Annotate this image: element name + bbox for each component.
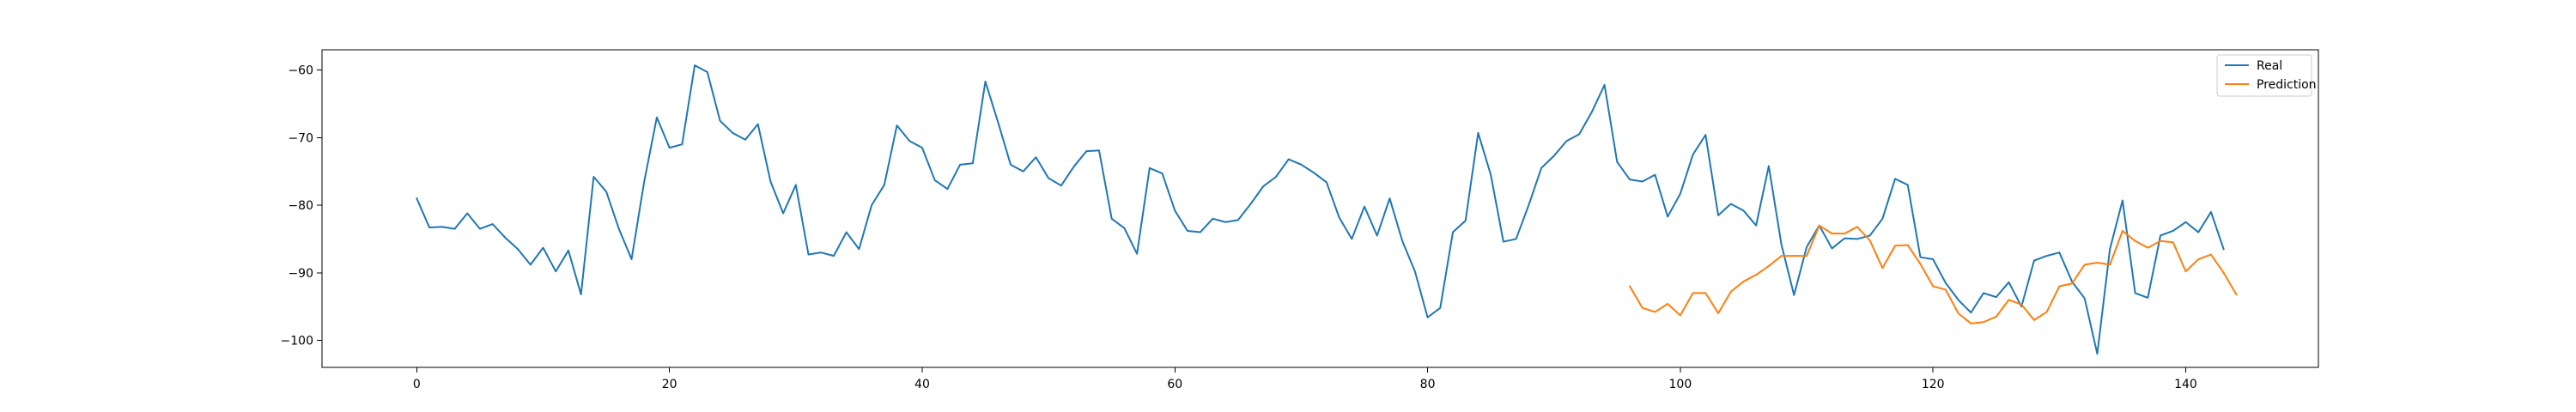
plot-frame <box>321 49 2319 368</box>
y-tick-label: −80 <box>288 199 313 213</box>
y-tick-label: −60 <box>288 64 313 78</box>
x-tick-label: 140 <box>2174 378 2197 391</box>
x-tick-label: 40 <box>914 378 930 391</box>
x-tick-label: 20 <box>662 378 677 391</box>
y-tick-label: −70 <box>288 131 313 145</box>
plot-area: 0 20 40 60 80 100 120 140 −60 −70 −80 −90 −100 <box>281 49 2319 391</box>
series-layer <box>416 64 2238 355</box>
x-axis: 0 20 40 60 80 100 120 140 <box>413 367 2197 391</box>
y-axis: −60 −70 −80 −90 −100 <box>281 64 322 348</box>
series-line-real <box>416 64 2225 355</box>
y-tick-label: −90 <box>288 267 313 281</box>
x-tick-label: 60 <box>1167 378 1182 391</box>
legend-label-real: Real <box>2257 59 2282 73</box>
y-tick-label: −100 <box>281 335 313 348</box>
x-tick-label: 0 <box>413 378 421 391</box>
series-line-prediction <box>1628 224 2238 324</box>
legend-label-prediction: Prediction <box>2257 78 2317 92</box>
x-tick-label: 120 <box>1922 378 1945 391</box>
legend: Real Prediction <box>2216 54 2317 97</box>
x-tick-label: 80 <box>1420 378 1436 391</box>
x-tick-label: 100 <box>1669 378 1692 391</box>
